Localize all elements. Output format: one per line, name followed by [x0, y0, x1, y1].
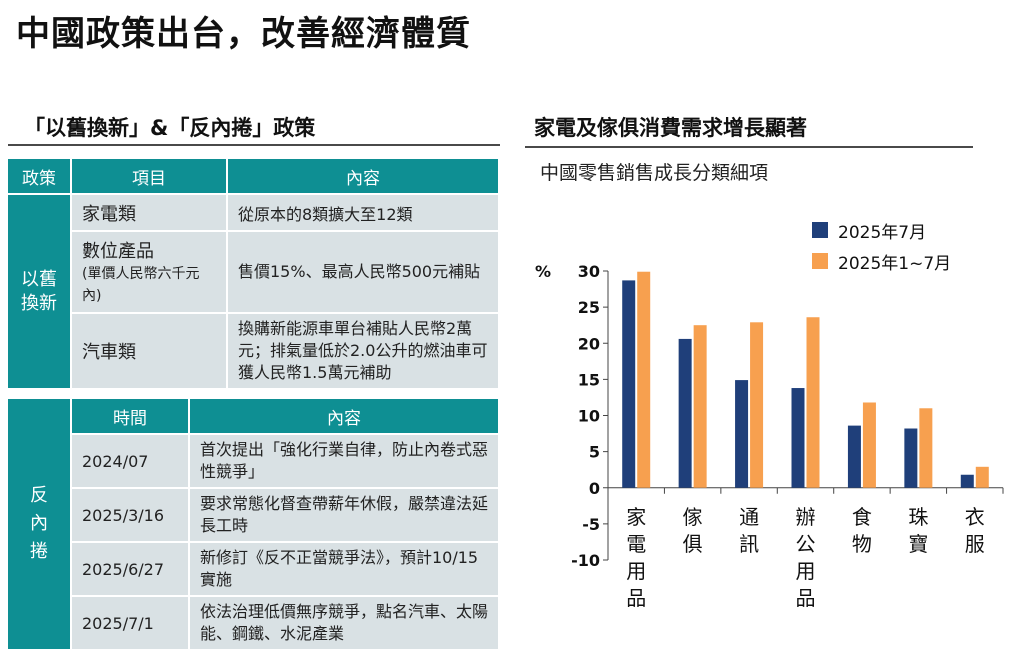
table-cell-date: 2025/7/1 — [72, 597, 188, 649]
header-content: 內容 — [190, 399, 498, 433]
bar-2-珠寶 — [919, 408, 933, 488]
anti-involution-table: 反內捲 時間 內容 2024/07 首次提出「強化行業自律，防止內卷式惡性競爭」… — [6, 397, 500, 651]
bar-2-通訊 — [750, 322, 764, 488]
page-title: 中國政策出台，改善經濟體質 — [16, 14, 471, 54]
table-cell-content: 從原本的8類擴大至12類 — [228, 195, 498, 230]
y-tick-label: -5 — [582, 515, 600, 534]
bar-1-食物 — [847, 425, 861, 488]
legend-swatch-series-1 — [812, 222, 828, 238]
x-category-label: 傢 — [683, 505, 703, 529]
table-cell-content: 首次提出「強化行業自律，防止內卷式惡性競爭」 — [190, 435, 498, 487]
y-tick-label: 25 — [578, 298, 600, 317]
y-tick-label: 10 — [578, 407, 600, 426]
bar-2-衣服 — [975, 466, 989, 488]
table-cell-content: 售價15%、最高人民幣500元補貼 — [228, 232, 498, 312]
table-cell-item: 家電類 — [72, 195, 226, 230]
x-category-label: 公 — [796, 532, 816, 556]
x-category-label: 服 — [965, 532, 985, 556]
bar-1-珠寶 — [904, 428, 918, 488]
legend-label-series-1: 2025年7月 — [838, 223, 927, 243]
table-cell-content: 新修訂《反不正當競爭法》，預計10/15實施 — [190, 543, 498, 595]
table-cell-item: 數位產品 (單價人民幣六千元內) — [72, 232, 226, 312]
x-category-label: 俱 — [683, 532, 703, 556]
bar-1-傢俱 — [678, 338, 692, 488]
item-note: (單價人民幣六千元內) — [82, 266, 200, 304]
x-category-label: 物 — [852, 532, 872, 556]
trade-in-policy-table: 政策 項目 內容 以舊換新 家電類 從原本的8類擴大至12類 數位產品 (單價人… — [6, 157, 500, 390]
x-category-label: 珠 — [908, 505, 928, 529]
chart-title: 中國零售銷售成長分類細項 — [540, 162, 769, 184]
table-cell-date: 2025/6/27 — [72, 543, 188, 595]
bar-2-辦公用品 — [806, 317, 820, 488]
y-tick-label: 0 — [589, 479, 600, 498]
legend-swatch-series-2 — [812, 253, 828, 269]
table-cell-date: 2024/07 — [72, 435, 188, 487]
x-category-label: 食 — [852, 505, 872, 529]
bar-2-傢俱 — [693, 325, 707, 488]
y-tick-label: 15 — [578, 370, 600, 389]
header-policy: 政策 — [8, 159, 70, 193]
bar-1-家電用品 — [622, 280, 636, 488]
x-category-label: 品 — [796, 586, 816, 610]
bar-2-家電用品 — [637, 271, 651, 488]
y-tick-label: -10 — [571, 551, 600, 570]
item-name: 數位產品 — [82, 241, 154, 262]
y-tick-label: 20 — [578, 334, 600, 353]
bar-2-食物 — [862, 402, 876, 488]
right-section-title: 家電及傢俱消費需求增長顯著 — [534, 116, 807, 140]
anti-involution-group-label: 反內捲 — [8, 399, 70, 649]
header-item: 項目 — [72, 159, 226, 193]
x-category-label: 用 — [626, 559, 646, 583]
x-category-label: 辦 — [796, 505, 816, 529]
y-tick-label: 5 — [589, 443, 600, 462]
x-category-label: 電 — [626, 532, 646, 556]
left-section-title: 「以舊換新」&「反內捲」政策 — [24, 116, 316, 140]
header-content: 內容 — [228, 159, 498, 193]
x-category-label: 通 — [739, 505, 759, 529]
trade-in-group-label: 以舊換新 — [8, 195, 70, 388]
left-section-divider — [8, 144, 500, 146]
table-cell-content: 換購新能源車單台補貼人民幣2萬元；排氣量低於2.0公升的燃油車可獲人民幣1.5萬… — [228, 314, 498, 388]
trade-in-group-text: 以舊換新 — [21, 268, 57, 314]
anti-involution-group-text: 反內捲 — [30, 485, 48, 562]
bar-1-衣服 — [960, 474, 974, 488]
x-category-label: 訊 — [739, 532, 759, 556]
x-category-label: 家 — [626, 505, 646, 529]
table-cell-item: 汽車類 — [72, 314, 226, 388]
right-section-divider — [525, 146, 973, 148]
x-category-label: 寶 — [908, 532, 928, 556]
table-cell-date: 2025/3/16 — [72, 489, 188, 541]
x-category-label: 用 — [796, 559, 816, 583]
bar-1-通訊 — [735, 380, 749, 488]
header-date: 時間 — [72, 399, 188, 433]
y-axis-unit: % — [535, 262, 551, 281]
x-category-label: 品 — [626, 586, 646, 610]
table-cell-content: 要求常態化督查帶薪年休假，嚴禁違法延長工時 — [190, 489, 498, 541]
table-cell-content: 依法治理低價無序競爭，點名汽車、太陽能、鋼鐵、水泥產業 — [190, 597, 498, 649]
legend-label-series-2: 2025年1~7月 — [838, 254, 952, 274]
y-tick-label: 30 — [578, 262, 600, 281]
x-category-label: 衣 — [965, 505, 985, 529]
bar-1-辦公用品 — [791, 388, 805, 488]
